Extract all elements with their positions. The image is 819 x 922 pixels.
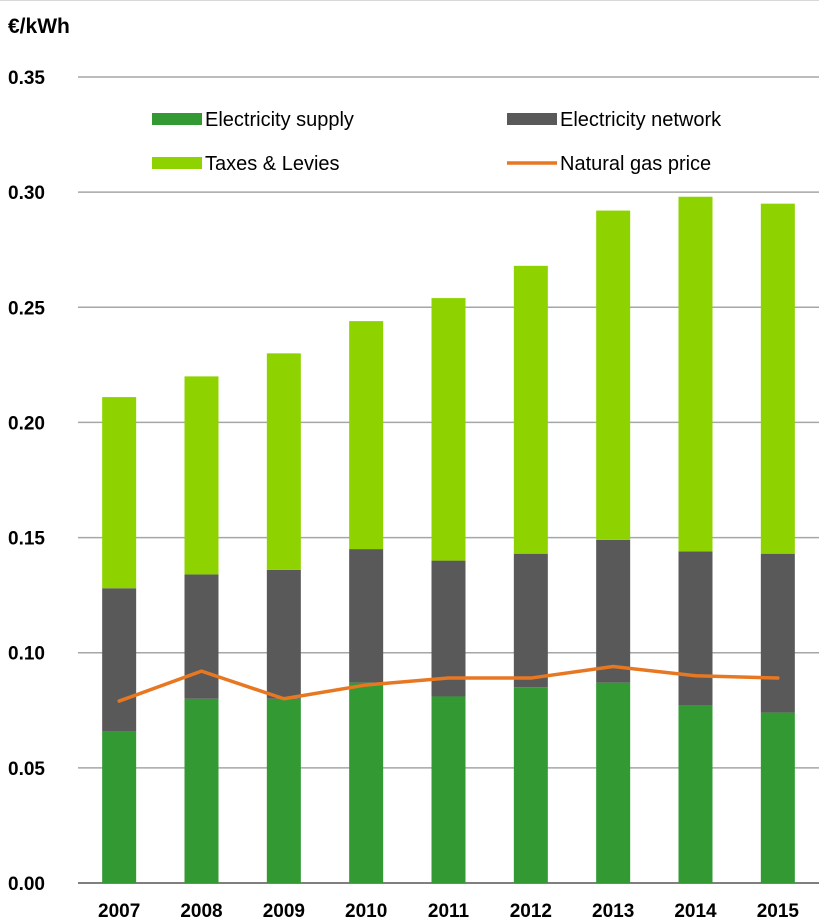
bar-taxes-levies-2012 — [513, 265, 548, 554]
x-axis-ticks: 2007 2008 2009 2010 2011 2012 2013 2014 2015 — [98, 901, 799, 922]
bar-electricity-network-2015 — [760, 553, 795, 713]
x-tick-label-2010: 2010 — [345, 901, 387, 922]
bar-electricity-network-2007 — [102, 588, 137, 732]
x-tick-label-2014: 2014 — [674, 901, 717, 922]
y-tick-label: 0.10 — [8, 644, 45, 665]
bar-electricity-network-2009 — [266, 569, 301, 699]
natural-gas-line — [117, 664, 780, 703]
bar-taxes-levies-2007 — [102, 397, 137, 589]
natural-gas-price-line — [117, 664, 780, 703]
x-tick-label-2011: 2011 — [428, 901, 470, 922]
bar-electricity-supply-2014 — [678, 705, 713, 883]
bar-electricity-supply-2008 — [184, 698, 219, 883]
bar-taxes-levies-2008 — [184, 376, 219, 575]
bar-electricity-network-2014 — [678, 551, 713, 706]
legend-swatch-electricity-supply — [152, 113, 202, 125]
bar-electricity-supply-2012 — [513, 687, 548, 883]
bar-electricity-supply-2010 — [349, 682, 384, 883]
bars — [102, 196, 795, 883]
bar-electricity-network-2011 — [431, 560, 466, 697]
y-axis-ticks: 0.00 0.05 0.10 0.15 0.20 0.25 0.30 0.35 — [8, 68, 45, 895]
x-tick-label-2012: 2012 — [510, 901, 552, 922]
x-tick-label-2015: 2015 — [757, 901, 800, 922]
bar-electricity-network-2010 — [349, 549, 384, 683]
bar-electricity-supply-2009 — [266, 698, 301, 883]
y-tick-label: 0.25 — [8, 298, 45, 319]
bar-taxes-levies-2009 — [266, 353, 301, 570]
legend-label-natural-gas-price: Natural gas price — [560, 153, 711, 175]
bar-electricity-supply-2007 — [102, 731, 137, 883]
bar-electricity-supply-2015 — [760, 712, 795, 883]
bar-taxes-levies-2011 — [431, 298, 466, 561]
legend-label-electricity-network: Electricity network — [560, 109, 722, 131]
x-tick-label-2007: 2007 — [98, 901, 140, 922]
x-tick-label-2009: 2009 — [263, 901, 305, 922]
legend: Electricity supply Electricity network Tax… — [152, 109, 722, 175]
legend-swatch-electricity-network — [507, 113, 557, 125]
x-tick-label-2013: 2013 — [592, 901, 634, 922]
y-tick-label: 0.20 — [8, 413, 45, 434]
y-axis-unit-label: €/kWh — [8, 15, 70, 38]
bar-taxes-levies-2015 — [760, 203, 795, 554]
x-tick-label-2008: 2008 — [180, 901, 222, 922]
legend-label-taxes-levies: Taxes & Levies — [205, 153, 340, 175]
y-tick-label: 0.15 — [8, 529, 45, 550]
legend-label-electricity-supply: Electricity supply — [205, 109, 354, 131]
bar-electricity-supply-2013 — [596, 682, 631, 883]
y-tick-label: 0.05 — [8, 759, 45, 780]
bar-taxes-levies-2010 — [349, 321, 384, 550]
y-tick-label: 0.00 — [8, 874, 45, 895]
bar-electricity-network-2008 — [184, 574, 219, 699]
bar-taxes-levies-2013 — [596, 210, 631, 540]
y-tick-label: 0.30 — [8, 183, 45, 204]
bar-electricity-network-2012 — [513, 553, 548, 688]
y-tick-label: 0.35 — [8, 68, 45, 89]
bar-electricity-supply-2011 — [431, 696, 466, 883]
legend-swatch-taxes-levies — [152, 157, 202, 169]
bar-electricity-network-2013 — [596, 539, 631, 683]
bar-taxes-levies-2014 — [678, 196, 713, 552]
